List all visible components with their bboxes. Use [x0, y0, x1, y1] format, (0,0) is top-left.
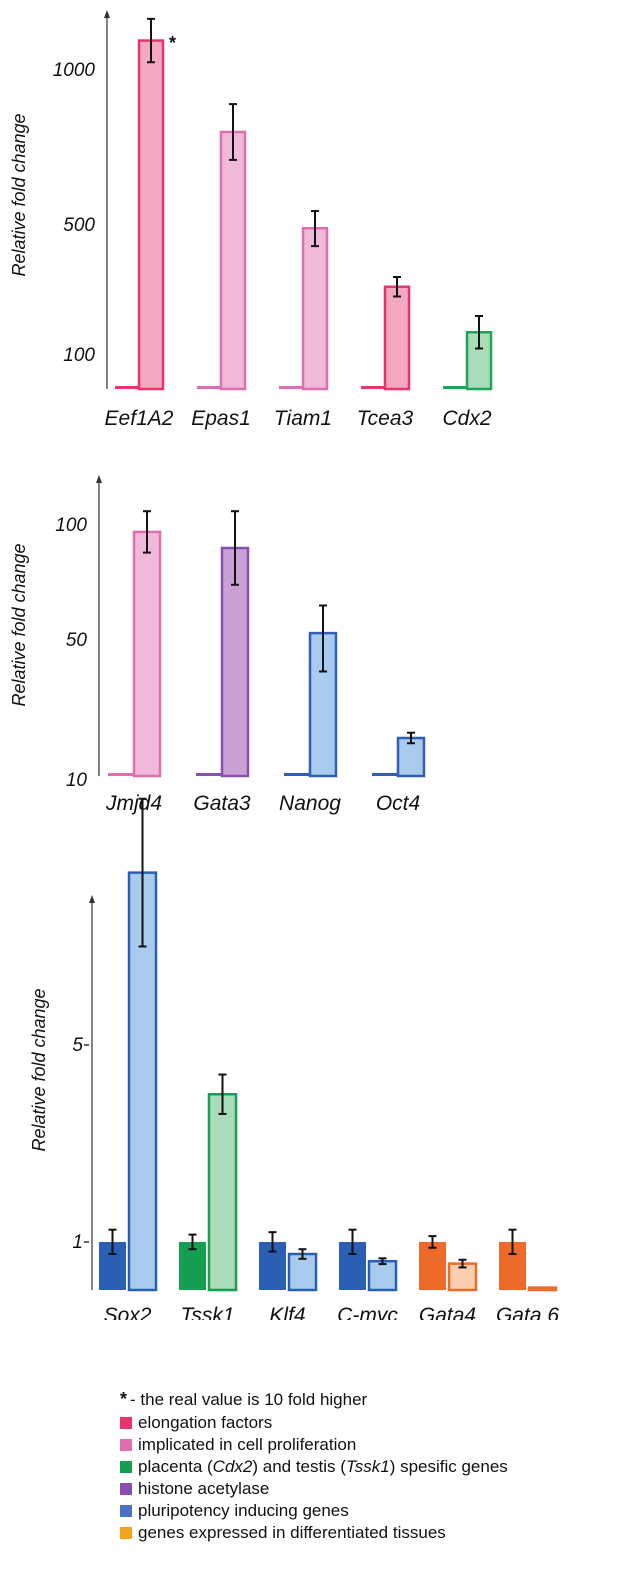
bar-sample-Epas1	[219, 130, 247, 391]
bar-control-Oct4	[372, 773, 398, 776]
category-label-Nanog: Nanog	[279, 792, 341, 815]
category-label-Klf4: Klf4	[269, 1304, 305, 1320]
bar-control-Tcea3	[361, 386, 385, 389]
legend-label: genes expressed in differentiated tissue…	[138, 1522, 446, 1544]
legend-swatch	[120, 1483, 132, 1495]
bar-sample-Tiam1	[301, 227, 329, 391]
chart2-ytick-label: 10	[66, 770, 88, 791]
legend-swatch	[120, 1417, 132, 1429]
legend-text-part: elongation factors	[138, 1413, 273, 1432]
chart2-ytick-label: 50	[66, 630, 88, 651]
legend-text-part: pluripotency inducing genes	[138, 1501, 349, 1520]
legend-item: histone acetylase	[120, 1478, 630, 1500]
bar-sample-Klf4	[287, 1252, 318, 1292]
bar-control-Jmjd4	[108, 773, 134, 776]
bar-control-Gata3	[196, 773, 222, 776]
legend-item: pluripotency inducing genes	[120, 1500, 630, 1522]
legend-note-text: - the real value is 10 fold higher	[130, 1390, 368, 1409]
chart2-y-axis-arrow	[96, 475, 102, 483]
legend-label: placenta (Cdx2) and testis (Tssk1) spesi…	[138, 1456, 508, 1478]
category-label-Tssk1: Tssk1	[180, 1304, 234, 1320]
chart3-y-label: Relative fold change	[29, 988, 49, 1151]
legend-note-star: *	[120, 1389, 128, 1409]
category-label-Gata4: Gata4	[419, 1304, 476, 1320]
legend-item: genes expressed in differentiated tissue…	[120, 1522, 630, 1544]
legend-text-part: ) and testis (	[252, 1457, 346, 1476]
legend-text-part: histone acetylase	[138, 1479, 270, 1498]
chart2-y-label: Relative fold change	[9, 543, 29, 706]
legend-label: implicated in cell proliferation	[138, 1434, 356, 1456]
legend-items: elongation factors implicated in cell pro…	[120, 1412, 630, 1544]
chart1-ytick-label: 100	[63, 345, 95, 366]
bar-sample-Tcea3	[383, 285, 411, 391]
legend-label: pluripotency inducing genes	[138, 1500, 349, 1522]
chart1-y-axis-arrow	[104, 10, 110, 18]
category-label-Cdx2: Cdx2	[442, 407, 491, 430]
legend-text-part: genes expressed in differentiated tissue…	[138, 1523, 446, 1542]
legend-text-part: placenta (	[138, 1457, 213, 1476]
bar-sample-Cdx2	[465, 331, 493, 391]
bar-sample-C-myc	[367, 1259, 398, 1292]
bar-sample-Tssk1	[207, 1093, 238, 1292]
legend-gene-name: Cdx2	[212, 1457, 253, 1476]
legend-swatch	[120, 1461, 132, 1473]
chart2-ytick-label: 100	[55, 515, 87, 536]
category-label-Tcea3: Tcea3	[357, 407, 414, 430]
annotation-star: *	[169, 33, 176, 53]
category-label-Jmjd4: Jmjd4	[105, 792, 162, 815]
category-label-Gata-6: Gata 6	[496, 1304, 559, 1320]
category-label-Sox2: Sox2	[104, 1304, 152, 1320]
legend-item: placenta (Cdx2) and testis (Tssk1) spesi…	[120, 1456, 630, 1478]
bar-sample-Jmjd4	[132, 530, 162, 778]
category-label-Tiam1: Tiam1	[274, 407, 332, 430]
chart1-ytick-label: 500	[63, 215, 95, 236]
category-label-Oct4: Oct4	[376, 792, 420, 815]
legend-text-part: implicated in cell proliferation	[138, 1435, 357, 1454]
chart1-y-label: Relative fold change	[9, 113, 29, 276]
bar-control-Cdx2	[443, 386, 467, 389]
legend-note: * - the real value is 10 fold higher	[120, 1388, 630, 1411]
legend-label: histone acetylase	[138, 1478, 269, 1500]
bar-sample-Eef1A2	[137, 39, 165, 391]
bar-control-Tiam1	[279, 386, 303, 389]
legend-item: elongation factors	[120, 1412, 630, 1434]
legend-text-part: ) spesific genes	[389, 1457, 508, 1476]
bar-control-Gata4	[419, 1242, 446, 1290]
category-label-Epas1: Epas1	[191, 407, 251, 430]
category-label-C-myc: C-myc	[337, 1304, 398, 1320]
chart1-ytick-label: 1000	[53, 60, 96, 81]
chart3-y-axis-arrow	[89, 895, 95, 903]
bar-control-Nanog	[284, 773, 310, 776]
chart3-ytick-label: 1	[72, 1232, 83, 1253]
legend-swatch	[120, 1527, 132, 1539]
legend-gene-name: Tssk1	[345, 1457, 390, 1476]
legend-swatch	[120, 1505, 132, 1517]
bar-sample-Gata-6	[527, 1286, 558, 1292]
category-label-Eef1A2: Eef1A2	[105, 407, 174, 430]
legend-label: elongation factors	[138, 1412, 272, 1434]
bar-sample-Gata3	[220, 546, 250, 778]
bar-control-Eef1A2	[115, 386, 139, 389]
chart3-ytick-label: 5	[72, 1035, 83, 1056]
category-label-Gata3: Gata3	[193, 792, 251, 815]
legend: * - the real value is 10 fold higher elo…	[120, 1388, 630, 1544]
legend-item: implicated in cell proliferation	[120, 1434, 630, 1456]
bar-control-Epas1	[197, 386, 221, 389]
legend-swatch	[120, 1439, 132, 1451]
figure: 100 500 1000 Relative fold change Eef1A2 Epas…	[9, 10, 559, 1320]
